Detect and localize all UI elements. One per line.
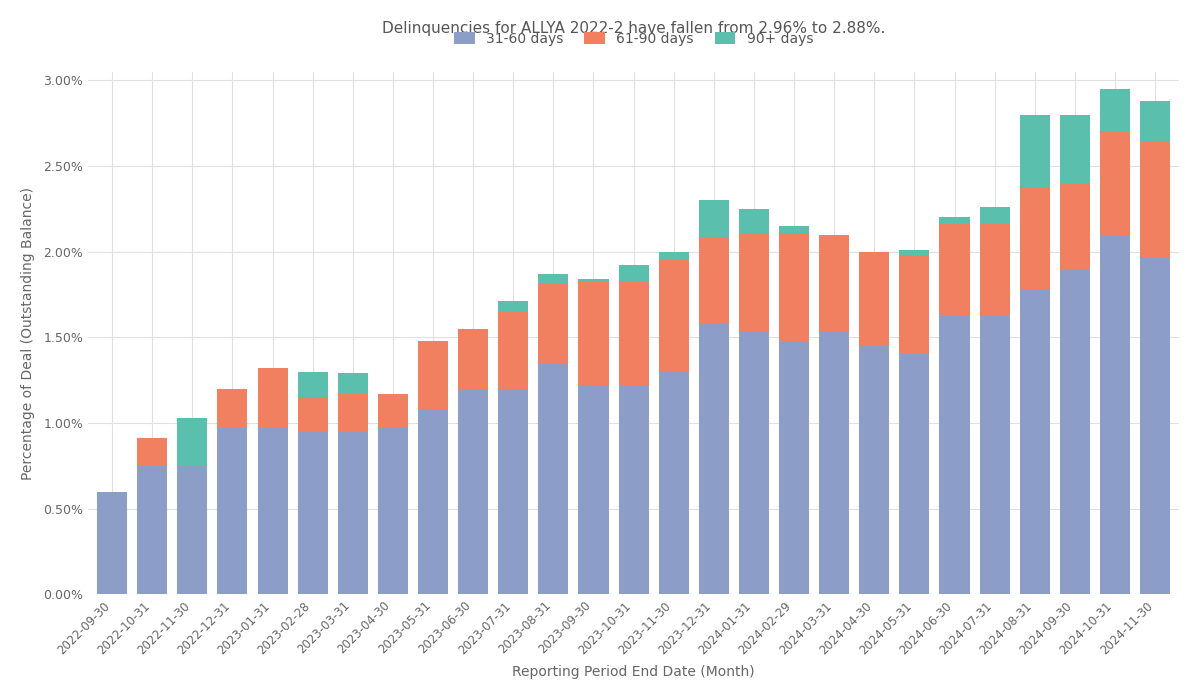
Bar [1140, 258, 1170, 594]
Bar [940, 315, 970, 594]
Bar [578, 279, 608, 283]
Bar [258, 368, 288, 428]
Bar [498, 301, 528, 312]
Bar [659, 372, 689, 594]
Bar [979, 315, 1009, 594]
Bar [739, 233, 769, 332]
Bar [498, 312, 528, 391]
Bar [859, 251, 889, 346]
Bar [1140, 142, 1170, 258]
Title: Delinquencies for ALLYA 2022-2 have fallen from 2.96% to 2.88%.: Delinquencies for ALLYA 2022-2 have fall… [382, 21, 886, 36]
Bar [779, 341, 809, 594]
Bar [899, 250, 930, 255]
Bar [1060, 183, 1090, 269]
Bar [137, 438, 167, 466]
Bar [1020, 289, 1050, 594]
Bar [979, 207, 1009, 224]
Bar [1100, 89, 1130, 132]
Bar [337, 373, 368, 394]
Bar [659, 260, 689, 372]
Bar [698, 323, 728, 594]
Bar [739, 332, 769, 594]
Bar [820, 234, 850, 332]
Bar [1020, 115, 1050, 186]
Bar [618, 265, 649, 283]
Bar [1100, 132, 1130, 234]
Bar [1140, 101, 1170, 142]
Bar [337, 394, 368, 432]
Bar [378, 428, 408, 594]
Bar [97, 491, 127, 594]
Bar [578, 283, 608, 385]
Bar [539, 274, 569, 284]
Bar [178, 466, 208, 594]
Bar [779, 226, 809, 233]
Bar [418, 341, 448, 409]
Bar [137, 466, 167, 594]
Bar [1060, 115, 1090, 183]
Bar [498, 391, 528, 594]
Bar [940, 218, 970, 224]
Bar [1020, 186, 1050, 289]
Bar [698, 200, 728, 238]
Bar [458, 391, 488, 594]
Bar [899, 354, 930, 594]
Bar [659, 251, 689, 260]
Bar [337, 432, 368, 594]
Bar [539, 363, 569, 594]
Legend: 31-60 days, 61-90 days, 90+ days: 31-60 days, 61-90 days, 90+ days [449, 27, 818, 52]
Bar [298, 432, 328, 594]
Bar [698, 238, 728, 323]
Bar [458, 329, 488, 391]
Bar [178, 418, 208, 466]
Bar [378, 394, 408, 428]
Bar [217, 428, 247, 594]
Bar [618, 385, 649, 594]
Bar [779, 233, 809, 341]
X-axis label: Reporting Period End Date (Month): Reporting Period End Date (Month) [512, 665, 755, 679]
Bar [940, 224, 970, 315]
Bar [298, 398, 328, 432]
Bar [618, 283, 649, 385]
Bar [578, 385, 608, 594]
Bar [1100, 234, 1130, 594]
Bar [820, 332, 850, 594]
Bar [979, 224, 1009, 315]
Bar [217, 389, 247, 428]
Bar [258, 428, 288, 594]
Bar [1060, 269, 1090, 594]
Bar [539, 284, 569, 363]
Bar [739, 209, 769, 233]
Bar [859, 346, 889, 594]
Bar [418, 410, 448, 594]
Y-axis label: Percentage of Deal (Outstanding Balance): Percentage of Deal (Outstanding Balance) [20, 186, 35, 480]
Bar [899, 255, 930, 354]
Bar [298, 372, 328, 398]
